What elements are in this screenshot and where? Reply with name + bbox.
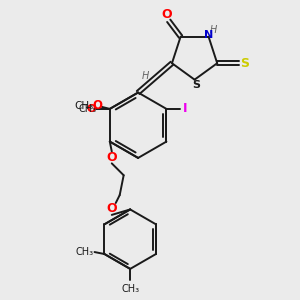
- Text: O: O: [92, 99, 102, 112]
- Text: S: S: [193, 80, 201, 90]
- Text: CH₃: CH₃: [76, 247, 94, 257]
- Text: CH₃: CH₃: [78, 104, 96, 114]
- Text: CH₃: CH₃: [74, 101, 94, 111]
- Text: O: O: [86, 104, 96, 114]
- Text: S: S: [240, 57, 249, 70]
- Text: O: O: [106, 202, 117, 215]
- Text: N: N: [204, 30, 213, 40]
- Text: CH₃: CH₃: [121, 284, 139, 294]
- Text: O: O: [161, 8, 172, 21]
- Text: H: H: [210, 25, 217, 35]
- Text: H: H: [141, 71, 149, 81]
- Text: O: O: [106, 151, 117, 164]
- Text: I: I: [183, 102, 188, 116]
